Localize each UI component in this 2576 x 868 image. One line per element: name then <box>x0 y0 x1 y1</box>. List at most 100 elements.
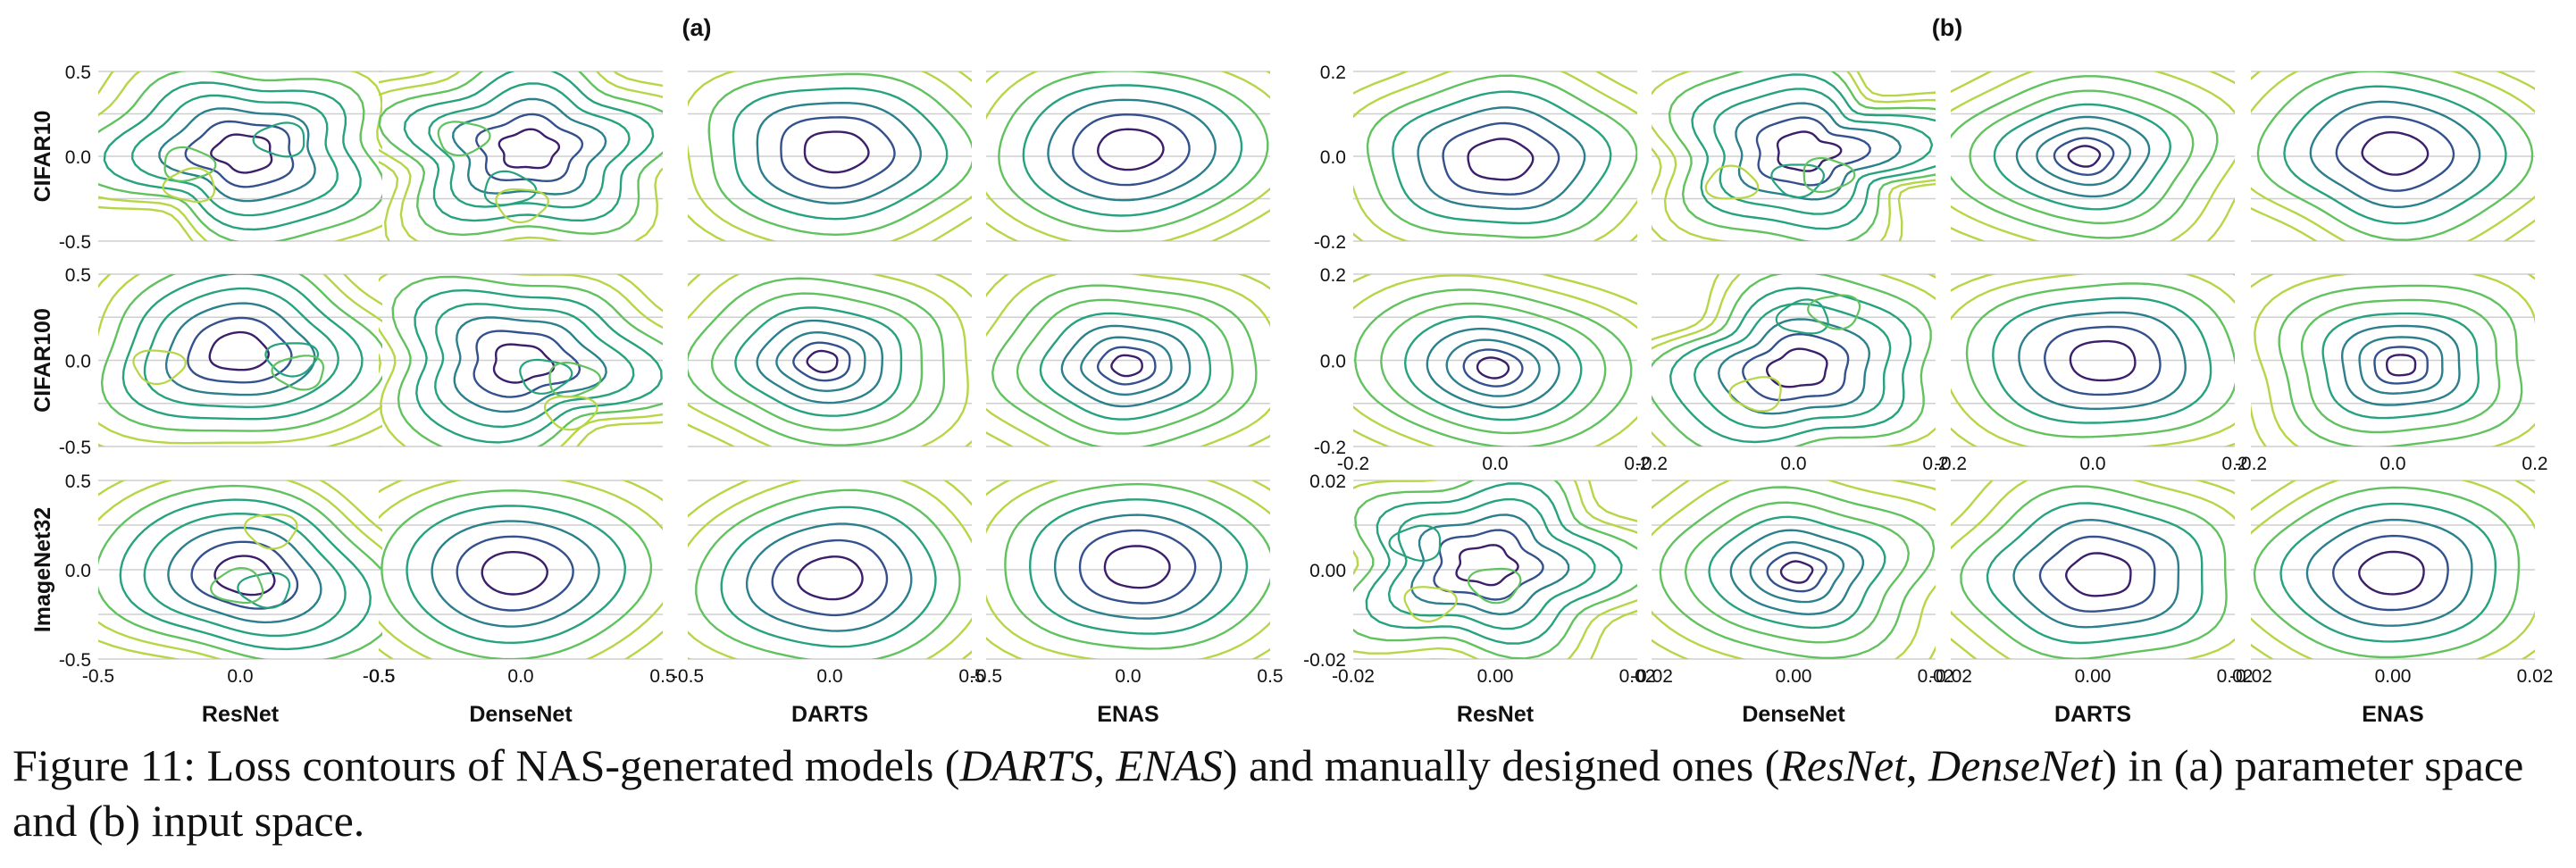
row-label-cifar10: CIFAR10 <box>30 111 55 203</box>
subplot-b-imagenet32-resnet-ytick-1: 0.00 <box>1309 561 1346 581</box>
subplot-b-imagenet32-enas-contour-7 <box>2251 480 2535 659</box>
subplot-b-cifar100-resnet: 0.2 0.0 -0.2-0.2 0.0 0.2 <box>1314 265 1651 474</box>
subplot-b-imagenet32-enas-xtick-0: -0.02 <box>2229 666 2272 687</box>
subplot-a-imagenet32-darts-contours <box>688 480 972 659</box>
subplot-a-cifar10-enas-contour-6 <box>986 71 1270 241</box>
subplot-b-imagenet32-resnet-local-contour-1 <box>1388 524 1442 563</box>
subplot-a-cifar100-resnet: 0.5 0.0 -0.5 <box>59 265 382 458</box>
subplot-b-cifar100-densenet-local-contour-3 <box>1728 376 1782 413</box>
column-label-a-densenet: DenseNet <box>469 702 573 727</box>
subplot-b-cifar10-resnet-ytick-1: 0.0 <box>1320 147 1346 168</box>
subplot-a-cifar100-resnet-contour-5 <box>121 274 364 421</box>
subplot-a-cifar10-darts <box>688 71 972 242</box>
subplot-b-imagenet32-enas-contour-2 <box>2331 534 2449 612</box>
panel-label-a: (a) <box>682 14 712 41</box>
subplot-b-cifar100-resnet-contour-7 <box>1353 288 1633 447</box>
subplot-b-cifar100-densenet-contour-3 <box>1717 318 1871 415</box>
subplot-a-imagenet32-densenet-xtick-2: 0.5 <box>649 666 675 687</box>
subplot-b-cifar10-resnet-contour-1 <box>1467 138 1535 181</box>
subplot-b-cifar100-enas-xtick-2: 0.2 <box>2522 454 2547 474</box>
subplot-b-imagenet32-densenet-xtick-0: -0.02 <box>1630 666 1673 687</box>
subplot-a-imagenet32-enas-contours <box>986 480 1270 659</box>
subplot-b-imagenet32-resnet-local-contour-2 <box>1467 567 1522 605</box>
subplot-b-cifar10-darts-contour-5 <box>1993 103 2172 211</box>
subplot-b-cifar100-densenet-xtick-1: 0.0 <box>1780 454 1806 474</box>
subplot-b-imagenet32-darts: -0.02 0.00 0.02 DARTS <box>1929 480 2253 727</box>
subplot-a-imagenet32-densenet-contours <box>379 480 663 659</box>
subplot-a-cifar10-resnet-contour-2 <box>184 120 295 188</box>
subplot-a-cifar100-resnet-local-contour-1 <box>264 342 319 378</box>
subplot-b-cifar100-densenet-contour-6 <box>1652 274 1932 447</box>
subplot-a-cifar100-enas-contour-7 <box>991 284 1258 447</box>
subplot-b-cifar100-densenet-xtick-0: -0.2 <box>1635 454 1668 474</box>
subplot-b-imagenet32-resnet-contour-7 <box>1353 480 1637 659</box>
subplot-a-imagenet32-darts-contour-2 <box>771 538 889 617</box>
subplot-a-cifar100-darts-contour-3 <box>775 330 866 393</box>
subplot-b-cifar100-darts-contour-3 <box>2018 311 2187 411</box>
panel-label-b: (b) <box>1932 14 1962 41</box>
subplot-b-cifar100-enas-contour-6 <box>2300 298 2501 434</box>
subplot-b-cifar10-darts-contour-6 <box>1969 89 2195 225</box>
subplot-a-imagenet32-enas-contour-2 <box>1078 529 1197 605</box>
subplot-b-imagenet32-resnet-xtick-2: 0.02 <box>1619 666 1656 687</box>
subplot-a-cifar100-resnet-contours <box>98 274 382 447</box>
subplot-a-cifar100-enas-contour-5 <box>1039 312 1212 421</box>
subplot-a-imagenet32-resnet-contour-7 <box>98 480 382 659</box>
subplot-a-imagenet32-resnet-contour-4 <box>143 512 347 638</box>
subplot-b-cifar100-resnet-contour-1 <box>1476 356 1510 380</box>
subplot-a-imagenet32-resnet-xtick-2: 0.5 <box>369 666 395 687</box>
subplot-a-cifar10-resnet-contour-3 <box>158 107 316 203</box>
subplot-a-imagenet32-resnet-contour-8 <box>98 480 382 659</box>
subplot-a-imagenet32-densenet-xtick-0: -0.5 <box>363 666 395 687</box>
subplot-a-imagenet32-enas-contour-1 <box>1103 545 1171 589</box>
subplot-b-cifar100-enas-contour-5 <box>2321 312 2480 420</box>
subplot-a-cifar100-resnet-local-contour-2 <box>271 355 325 391</box>
subplot-a-imagenet32-darts-contour-4 <box>720 505 937 648</box>
subplot-a-cifar10-darts-contour-5 <box>707 72 972 237</box>
subplot-b-cifar10-darts-contour-4 <box>2015 115 2151 198</box>
subplot-a-cifar10-darts-contour-1 <box>803 130 870 174</box>
subplot-a-cifar100-enas-contours <box>986 274 1270 447</box>
subplot-b-cifar100-enas-xtick-1: 0.0 <box>2379 454 2405 474</box>
subplot-a-cifar100-resnet-ytick-0: 0.5 <box>65 265 91 286</box>
subplot-a-imagenet32-enas-xtick-2: 0.5 <box>1257 666 1283 687</box>
subplot-b-cifar10-resnet-contour-2 <box>1442 121 1560 196</box>
subplot-a-cifar10-enas-contour-5 <box>998 71 1269 233</box>
subplot-b-cifar100-darts: -0.2 0.0 0.2 <box>1935 273 2248 474</box>
subplot-a-cifar100-darts-contours <box>688 274 972 447</box>
subplot-b-cifar100-resnet-contour-8 <box>1353 274 1637 447</box>
subplot-a-cifar10-resnet-contours <box>98 71 382 241</box>
subplot-b-imagenet32-darts-contour-7 <box>1951 480 2235 659</box>
subplot-a-cifar100-darts-contour-8 <box>688 274 969 447</box>
subplot-b-imagenet32-resnet-contours <box>1353 480 1637 659</box>
subplot-b-cifar100-enas-contour-7 <box>2278 284 2523 447</box>
subplot-b-cifar10-densenet-contour-2 <box>1755 116 1871 187</box>
subplot-a-imagenet32-densenet-contour-2 <box>456 535 574 612</box>
subplot-b-imagenet32-enas-xtick-1: 0.00 <box>2375 666 2412 687</box>
subplot-b-cifar10-enas-contour-6 <box>2251 71 2535 241</box>
row-label-cifar100: CIFAR100 <box>30 308 55 413</box>
subplot-b-imagenet32-densenet: -0.02 0.00 0.02 DenseNet <box>1630 480 1954 727</box>
subplot-a-imagenet32-enas-contour-5 <box>1004 482 1270 650</box>
column-label-b-darts: DARTS <box>2054 702 2131 727</box>
column-label-b-resnet: ResNet <box>1457 702 1535 727</box>
subplot-b-imagenet32-resnet-ytick-2: -0.02 <box>1303 650 1346 671</box>
subplot-b-imagenet32-enas-contour-4 <box>2279 502 2497 643</box>
subplot-a-cifar100-resnet-ytick-2: -0.5 <box>59 438 91 458</box>
subplot-b-cifar100-enas-contour-4 <box>2340 324 2461 406</box>
subplot-b-imagenet32-densenet-xtick-1: 0.00 <box>1776 666 1812 687</box>
subplot-b-cifar10-resnet-contour-5 <box>1366 74 1637 239</box>
subplot-a-cifar10-darts-contour-2 <box>780 116 896 189</box>
subplot-b-imagenet32-resnet-contour-3 <box>1410 513 1570 616</box>
caption-model-resnet: ResNet <box>1779 740 1906 790</box>
subplot-b-cifar10-densenet-contour-7 <box>1652 71 1936 241</box>
subplot-b-imagenet32-resnet-ytick-0: 0.02 <box>1309 472 1346 492</box>
column-label-a-resnet: ResNet <box>202 702 280 727</box>
subplot-a-cifar100-enas-contour-4 <box>1060 324 1192 408</box>
subplot-b-cifar10-densenet-contour-3 <box>1735 102 1902 201</box>
subplot-b-cifar100-darts-xtick-0: -0.2 <box>1935 454 1967 474</box>
subplot-b-cifar100-darts-xtick-2: 0.2 <box>2221 454 2247 474</box>
subplot-b-imagenet32-densenet-xtick-2: 0.02 <box>1918 666 1954 687</box>
subplot-b-imagenet32-resnet: 0.02 0.00 -0.02-0.02 0.00 0.02 ResNet <box>1303 472 1656 727</box>
